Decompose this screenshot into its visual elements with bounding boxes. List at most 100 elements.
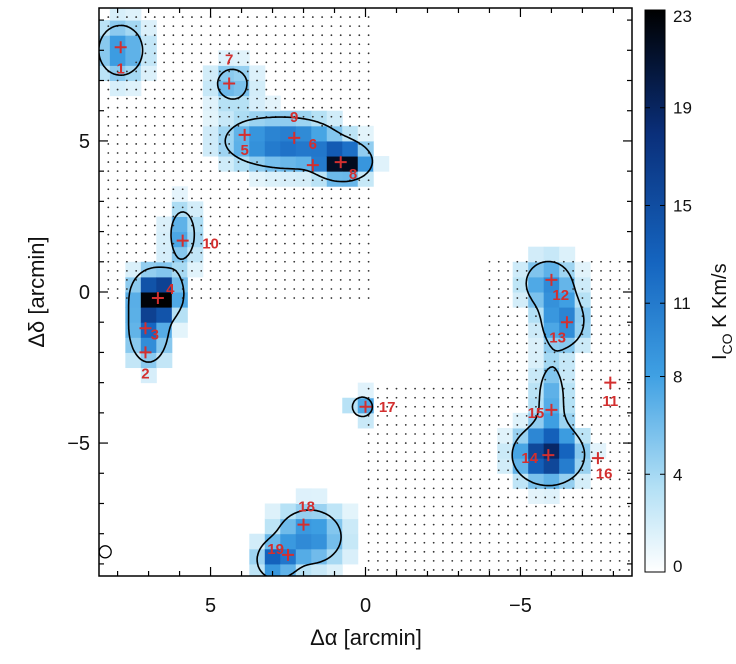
sampling-dot — [163, 197, 165, 200]
sampling-dot — [497, 288, 500, 290]
sampling-dot — [609, 469, 612, 472]
sampling-dot — [181, 61, 184, 64]
heatmap-pixel — [342, 125, 359, 142]
sampling-dot — [497, 496, 500, 499]
sampling-dot — [423, 505, 426, 508]
x-tick-label: −5 — [509, 595, 532, 617]
sampling-dot — [125, 269, 128, 272]
sampling-dot — [628, 333, 630, 336]
sampling-dot — [181, 88, 184, 91]
sampling-dot — [339, 43, 342, 46]
sampling-dot — [423, 523, 426, 526]
sampling-dot — [163, 188, 165, 191]
sampling-dot — [172, 206, 175, 209]
heatmap-pixel — [574, 276, 591, 293]
sampling-dot — [302, 206, 305, 209]
sampling-dot — [181, 260, 184, 263]
sampling-dot — [386, 433, 389, 435]
sampling-dot — [367, 215, 370, 218]
sampling-dot — [376, 414, 379, 417]
sampling-dot — [321, 297, 324, 299]
sampling-dot — [200, 115, 203, 118]
sampling-dot — [553, 550, 556, 553]
colorbar-tick-label: 0 — [673, 557, 682, 576]
sampling-dot — [590, 297, 593, 299]
heatmap-pixel — [528, 443, 545, 459]
sampling-dot — [116, 269, 119, 272]
sampling-dot — [376, 387, 379, 390]
sampling-dot — [107, 215, 110, 218]
sampling-dot — [572, 360, 575, 363]
colorbar-title-sub: CO — [719, 333, 735, 354]
sampling-dot — [618, 279, 621, 281]
source-label-14: 14 — [521, 450, 538, 467]
sampling-dot — [525, 315, 528, 318]
sampling-dot — [135, 152, 138, 154]
sampling-dot — [349, 269, 351, 272]
heatmap-pixel — [311, 156, 328, 172]
sampling-dot — [163, 16, 165, 18]
heatmap-pixel — [99, 20, 111, 36]
sampling-dot — [274, 88, 277, 91]
heatmap-pixel — [264, 171, 281, 187]
sampling-dot — [302, 70, 305, 73]
sampling-dot — [321, 179, 324, 182]
sampling-dot — [284, 297, 286, 299]
sampling-dot — [209, 124, 212, 127]
sampling-dot — [367, 559, 370, 562]
sampling-dot — [228, 16, 231, 18]
sampling-dot — [237, 115, 240, 118]
sampling-dot — [367, 523, 370, 526]
sampling-dot — [376, 433, 379, 435]
sampling-dot — [451, 405, 454, 408]
sampling-dot — [358, 179, 361, 182]
source-label-2: 2 — [141, 366, 149, 383]
sampling-dot — [497, 433, 500, 435]
sampling-dot — [321, 279, 324, 281]
heatmap-pixel — [280, 171, 297, 187]
sampling-dot — [358, 79, 361, 82]
sampling-dot — [107, 25, 110, 28]
sampling-dot — [339, 206, 342, 209]
heatmap-pixel — [528, 261, 545, 278]
sampling-dot — [172, 34, 175, 37]
sampling-dot — [107, 242, 110, 245]
sampling-dot — [414, 387, 416, 390]
sampling-dot — [367, 52, 370, 55]
source-marker-6 — [306, 159, 319, 172]
sampling-dot — [367, 70, 370, 73]
sampling-dot — [469, 405, 472, 408]
sampling-dot — [153, 224, 156, 227]
sampling-dot — [488, 360, 491, 363]
sampling-dot — [274, 79, 277, 82]
heatmap-pixel — [264, 95, 281, 112]
sampling-dot — [442, 396, 444, 399]
heatmap-pixel — [233, 125, 250, 142]
sampling-dot — [367, 179, 370, 182]
sampling-dot — [200, 251, 203, 254]
sampling-dot — [516, 342, 519, 345]
sampling-dot — [544, 505, 547, 508]
heatmap-pixel — [125, 322, 142, 338]
sampling-dot — [246, 206, 249, 209]
sampling-dot — [479, 532, 482, 535]
sampling-dot — [125, 115, 128, 118]
sampling-dot — [404, 514, 407, 517]
heatmap-pixel — [249, 140, 266, 157]
heatmap-pixel — [574, 473, 591, 489]
sampling-dot — [507, 460, 509, 463]
sampling-dot — [237, 106, 240, 109]
sampling-dot — [488, 505, 491, 508]
sampling-dot — [339, 288, 342, 290]
sampling-dot — [600, 550, 602, 553]
sampling-dot — [460, 442, 463, 444]
heatmap-pixel — [559, 322, 576, 338]
sampling-dot — [544, 514, 547, 517]
sampling-dot — [302, 170, 305, 173]
sampling-dot — [600, 333, 602, 336]
source-label-16: 16 — [596, 465, 613, 482]
sampling-dot — [423, 414, 426, 417]
sampling-dot — [163, 88, 165, 91]
sampling-dot — [125, 179, 128, 182]
sampling-dot — [386, 523, 389, 526]
